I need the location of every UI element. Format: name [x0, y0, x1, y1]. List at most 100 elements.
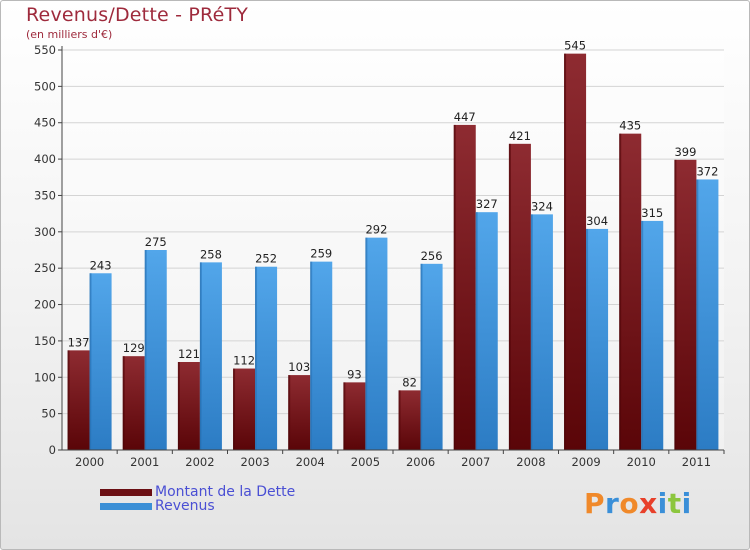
grid [62, 49, 724, 450]
bar-revenus-edge [255, 266, 258, 450]
bar-revenus [420, 263, 443, 450]
bar-dette-edge [398, 390, 401, 450]
value-label: 292 [365, 223, 387, 237]
bar-revenus [475, 212, 498, 450]
value-label: 258 [200, 247, 222, 261]
x-tick-label: 2008 [516, 455, 545, 469]
value-label: 399 [674, 145, 696, 159]
bar-dette-edge [674, 159, 677, 450]
y-tick-label: 550 [34, 43, 56, 57]
bar-revenus [696, 179, 719, 451]
bar-dette-edge [508, 143, 511, 450]
bar-dette [674, 159, 697, 450]
x-tick-label: 2002 [185, 455, 214, 469]
x-tick-label: 2004 [296, 455, 325, 469]
bar-revenus-edge [586, 228, 589, 450]
y-tick-label: 150 [34, 334, 56, 348]
bar-revenus-edge [365, 237, 368, 450]
legend-swatch-debt [100, 489, 152, 496]
bar-dette-edge [233, 368, 236, 450]
y-tick-label: 50 [41, 407, 56, 421]
chart-title: Revenus/Dette - PRéTY [26, 4, 249, 26]
value-labels: 137 243 129 275 121 258 112 252 103 259 93 292 82 256… [68, 39, 719, 390]
value-label: 129 [123, 341, 145, 355]
bar-revenus-edge [641, 220, 644, 450]
x-tick-label: 2003 [240, 455, 269, 469]
logo-letter: i [657, 487, 668, 520]
bar-revenus-edge [89, 273, 92, 450]
bar-dette [343, 382, 366, 450]
bar-dette-edge [564, 53, 567, 451]
y-tick-label: 200 [34, 298, 56, 312]
bar-revenus-edge [696, 179, 699, 451]
bar-revenus [365, 237, 388, 450]
value-label: 252 [255, 252, 277, 266]
bar-dette [177, 362, 200, 450]
bar-revenus-edge [144, 250, 147, 450]
legend-label-debt: Montant de la Dette [155, 484, 296, 500]
x-tick-label: 2010 [627, 455, 656, 469]
logo-letter: o [619, 487, 640, 520]
value-label: 545 [564, 39, 586, 53]
logo-letter: r [605, 487, 620, 520]
bar-dette-edge [453, 124, 456, 450]
x-tick-label: 2000 [75, 455, 104, 469]
bar-dette [398, 390, 421, 450]
value-label: 275 [145, 235, 167, 249]
logo-letter: x [639, 487, 658, 520]
bar-dette [564, 53, 587, 451]
legend-swatch-revenus [100, 503, 152, 510]
value-label: 421 [509, 129, 531, 143]
bar-dette-edge [288, 375, 291, 450]
logo-letter: t [667, 487, 682, 520]
bar-revenus-edge [199, 262, 202, 450]
value-label: 327 [476, 197, 498, 211]
bar-revenus [310, 261, 333, 450]
x-tick-label: 2009 [571, 455, 600, 469]
bar-dette-edge [67, 350, 70, 450]
y-tick-label: 100 [34, 370, 56, 384]
y-tick-label: 350 [34, 188, 56, 202]
plot-area [62, 50, 724, 450]
value-label: 112 [233, 354, 255, 368]
bar-revenus-edge [530, 214, 533, 450]
value-label: 259 [310, 247, 332, 261]
value-label: 137 [68, 335, 90, 349]
x-tick-label: 2011 [682, 455, 711, 469]
value-label: 93 [347, 367, 362, 381]
bar-dette-edge [619, 133, 622, 451]
value-label: 256 [421, 249, 443, 263]
bar-dette [288, 375, 311, 450]
bar-revenus [255, 266, 278, 450]
proxiti-logo: Proxiti [584, 487, 692, 520]
logo-letter: P [584, 487, 606, 520]
bar-revenus [144, 250, 167, 450]
bar-dette-edge [343, 382, 346, 450]
value-label: 315 [641, 206, 663, 220]
bars [67, 53, 719, 451]
bar-revenus-edge [310, 261, 313, 450]
logo-letter: i [681, 487, 692, 520]
y-tick-label: 0 [49, 443, 56, 457]
value-label: 304 [586, 214, 608, 228]
value-label: 121 [178, 347, 200, 361]
value-label: 103 [288, 360, 310, 374]
chart-subtitle: (en milliers d'€) [26, 28, 113, 41]
value-label: 372 [696, 164, 718, 178]
x-tick-label: 2006 [406, 455, 435, 469]
bar-dette-edge [177, 362, 180, 450]
bar-dette [508, 143, 531, 450]
bar-revenus [199, 262, 222, 450]
legend-label-revenus: Revenus [155, 498, 215, 514]
value-label: 324 [531, 199, 553, 213]
bar-dette [67, 350, 90, 450]
y-tick-label: 400 [34, 152, 56, 166]
bar-dette-edge [122, 356, 125, 450]
value-label: 82 [402, 375, 417, 389]
bar-revenus [89, 273, 112, 450]
x-tick-label: 2007 [461, 455, 490, 469]
bar-dette [122, 356, 145, 450]
bar-dette [233, 368, 256, 450]
y-tick-label: 500 [34, 79, 56, 93]
